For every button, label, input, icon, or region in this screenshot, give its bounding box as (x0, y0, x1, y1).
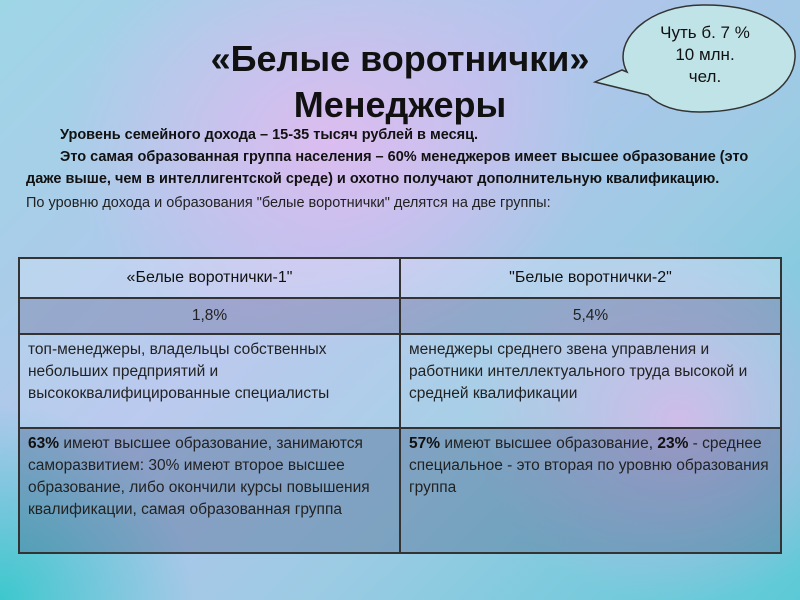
groups-table: «Белые воротнички-1" "Белые воротнички-2… (18, 257, 782, 554)
header-group-2: "Белые воротнички-2" (399, 257, 782, 299)
education-paragraph: Это самая образованная группа населения … (26, 149, 749, 187)
intro-text: Уровень семейного дохода – 15-35 тысяч р… (26, 124, 786, 214)
education-group-1: 63% имеют высшее образование, занимаются… (18, 427, 401, 554)
education-percent: 57% (409, 435, 441, 452)
education-text: имеют высшее образование, занимаются сам… (28, 435, 370, 518)
groups-note: По уровню дохода и образования "белые во… (26, 195, 551, 211)
description-group-2: менеджеры среднего звена управления и ра… (399, 333, 782, 429)
title-line-1: «Белые воротнички» (210, 38, 590, 79)
education-text: имеют высшее образование, (440, 435, 658, 452)
table-row-description: топ-менеджеры, владельцы собственных неб… (18, 333, 782, 429)
callout-line-3: чел. (688, 67, 722, 86)
education-percent: 63% (28, 435, 60, 452)
education-group-2: 57% имеют высшее образование, 23% - сред… (399, 427, 782, 554)
table-header-row: «Белые воротнички-1" "Белые воротнички-2… (18, 257, 782, 299)
secondary-text: - среднее специальное - это вторая по ур… (409, 435, 769, 496)
income-paragraph: Уровень семейного дохода – 15-35 тысяч р… (60, 127, 479, 143)
share-group-1: 1,8% (18, 297, 401, 335)
slide-title: «Белые воротнички» Менеджеры (0, 36, 800, 128)
table-row-share: 1,8% 5,4% (18, 297, 782, 335)
title-line-2: Менеджеры (293, 84, 507, 125)
table-row-education: 63% имеют высшее образование, занимаются… (18, 427, 782, 554)
share-group-2: 5,4% (399, 297, 782, 335)
callout-line-2: 10 млн. (675, 45, 735, 64)
description-group-1: топ-менеджеры, владельцы собственных неб… (18, 333, 401, 429)
secondary-percent: 23% (657, 435, 689, 452)
speech-bubble-callout (592, 4, 796, 113)
header-group-1: «Белые воротнички-1" (18, 257, 401, 299)
callout-line-1: Чуть б. 7 % (660, 23, 750, 42)
callout-text: Чуть б. 7 % 10 млн. чел. (615, 22, 795, 88)
